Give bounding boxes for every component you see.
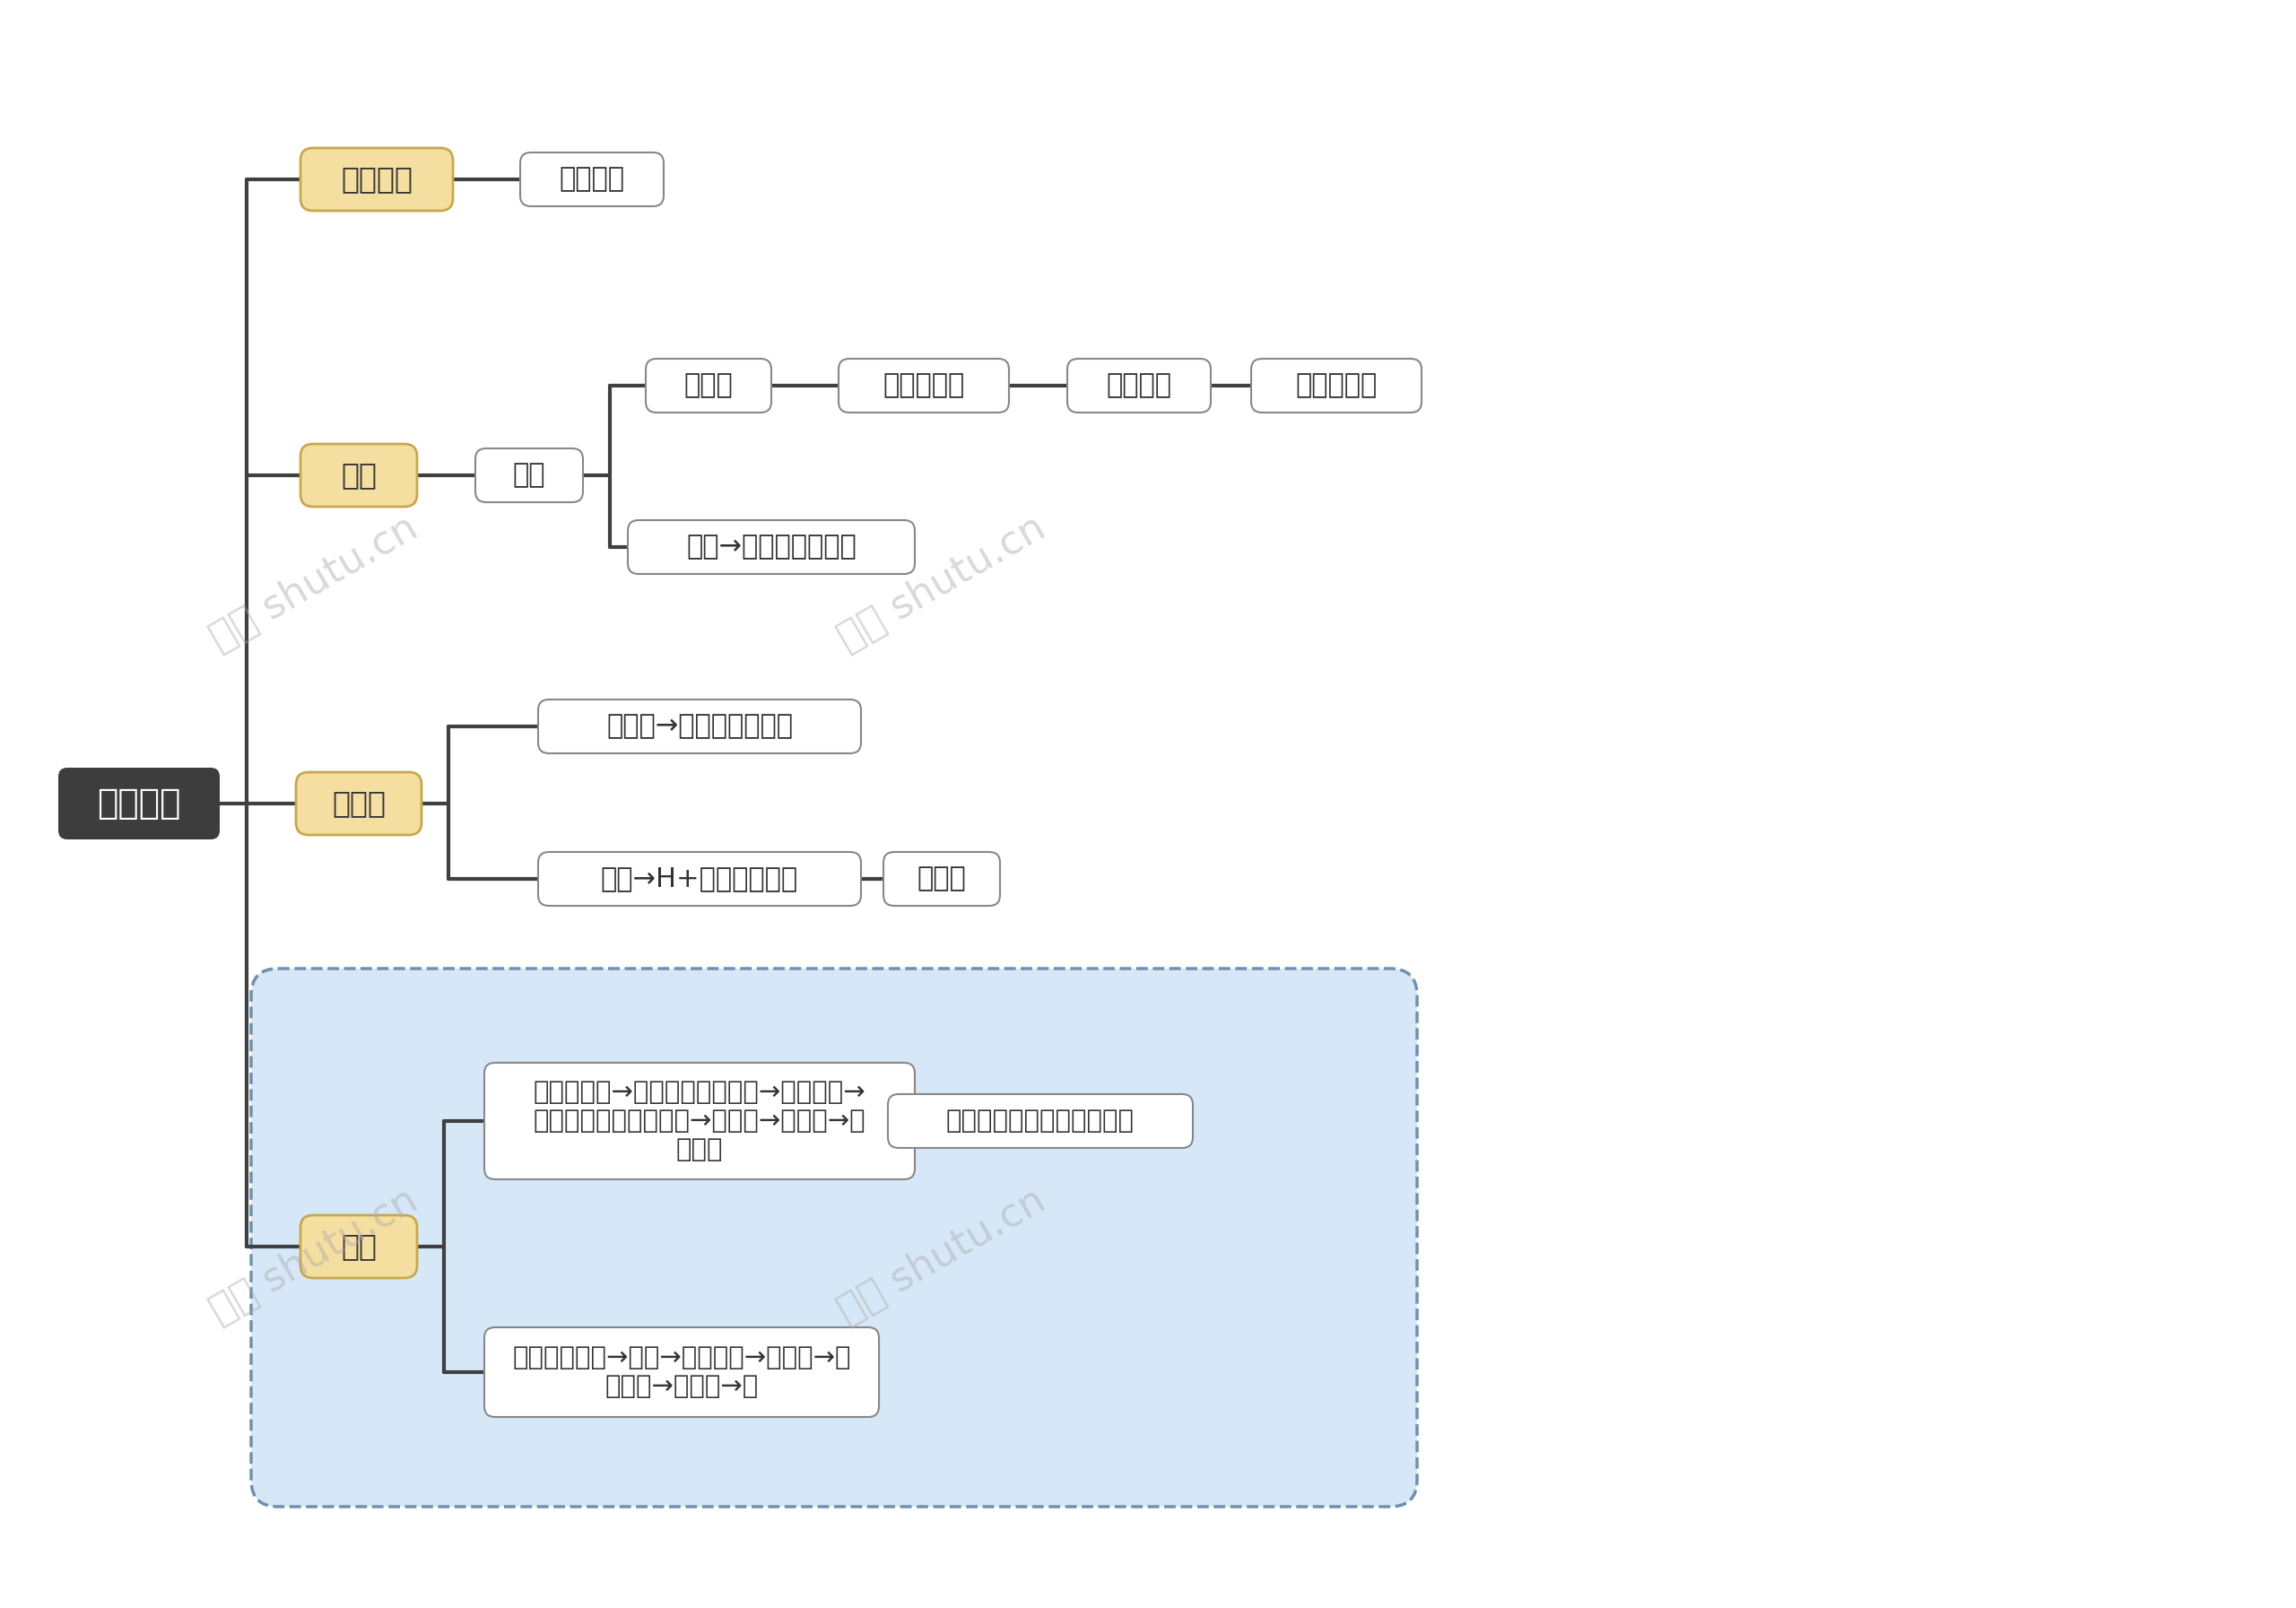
FancyBboxPatch shape xyxy=(645,359,771,413)
Text: 树图 shutu.cn: 树图 shutu.cn xyxy=(204,1180,425,1330)
FancyBboxPatch shape xyxy=(296,772,422,835)
Text: 质子泵: 质子泵 xyxy=(916,865,967,892)
FancyBboxPatch shape xyxy=(1068,359,1210,413)
FancyBboxPatch shape xyxy=(884,852,1001,905)
FancyBboxPatch shape xyxy=(889,1093,1194,1148)
Text: 中短链脂肪酸→胆盐→小肠细胞→血循环→毛
细血管→门静脉→肝: 中短链脂肪酸→胆盐→小肠细胞→血循环→毛 细血管→门静脉→肝 xyxy=(512,1344,852,1399)
Text: 树图 shutu.cn: 树图 shutu.cn xyxy=(831,1180,1052,1330)
Text: 长链脂肪酸→胆盐（船）微胶粒→小肠细胞→
乳糜微粒（甘油三酯）→淋巴管→胸导管→血
液循环: 长链脂肪酸→胆盐（船）微胶粒→小肠细胞→ 乳糜微粒（甘油三酯）→淋巴管→胸导管→… xyxy=(533,1079,866,1163)
Text: 脂肪: 脂肪 xyxy=(340,1232,377,1261)
FancyBboxPatch shape xyxy=(537,852,861,905)
FancyBboxPatch shape xyxy=(838,359,1008,413)
Text: 蛋白质: 蛋白质 xyxy=(333,790,386,818)
Text: 甘露糖最慢: 甘露糖最慢 xyxy=(1295,373,1378,399)
FancyBboxPatch shape xyxy=(1251,359,1421,413)
Text: 树图 shutu.cn: 树图 shutu.cn xyxy=(204,508,425,658)
FancyBboxPatch shape xyxy=(301,148,452,211)
Text: 铁的吸收: 铁的吸收 xyxy=(340,164,413,195)
Text: 树图 shutu.cn: 树图 shutu.cn xyxy=(831,508,1052,658)
FancyBboxPatch shape xyxy=(537,699,861,753)
Text: 小肠上部: 小肠上部 xyxy=(560,166,625,193)
FancyBboxPatch shape xyxy=(484,1327,879,1417)
Text: 果糖次之: 果糖次之 xyxy=(1107,373,1171,399)
Text: 寡肽→H+肽同向转运体: 寡肽→H+肽同向转运体 xyxy=(602,865,799,892)
Text: 糖类: 糖类 xyxy=(340,460,377,490)
Text: 半乳糖最快: 半乳糖最快 xyxy=(884,373,964,399)
Text: 氨基酸→（类似葡萄糖）: 氨基酸→（类似葡萄糖） xyxy=(606,714,792,740)
Text: 物质吸收: 物质吸收 xyxy=(96,786,181,820)
FancyBboxPatch shape xyxy=(627,519,914,574)
FancyBboxPatch shape xyxy=(250,968,1417,1507)
FancyBboxPatch shape xyxy=(301,1216,418,1278)
FancyBboxPatch shape xyxy=(301,444,418,507)
Text: 胆盐，胰脂肪酶，辅脂肪酶: 胆盐，胰脂肪酶，辅脂肪酶 xyxy=(946,1108,1134,1134)
Text: 葡萄糖: 葡萄糖 xyxy=(684,373,732,399)
FancyBboxPatch shape xyxy=(475,449,583,502)
FancyBboxPatch shape xyxy=(57,767,220,839)
Text: 果糖→经载体易化扩散: 果糖→经载体易化扩散 xyxy=(687,534,856,560)
FancyBboxPatch shape xyxy=(484,1063,914,1179)
Text: 糖类: 糖类 xyxy=(512,463,546,489)
FancyBboxPatch shape xyxy=(521,153,664,206)
